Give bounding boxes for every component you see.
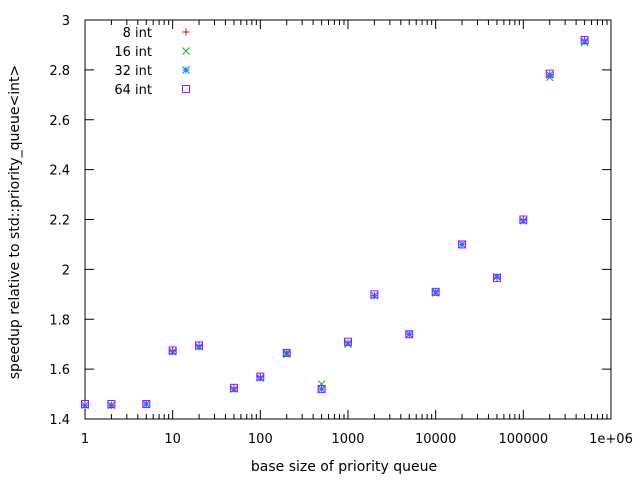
y-tick-label: 2.4: [49, 164, 70, 179]
plot-frame: [84, 19, 612, 420]
data-point: [405, 330, 414, 339]
x-axis-title: base size of priority queue: [251, 459, 437, 475]
data-point: [256, 372, 265, 381]
x-tick-label: 10000: [415, 432, 456, 447]
legend-label: 32 int: [114, 64, 152, 79]
data-point: [458, 240, 467, 249]
data-point: [142, 400, 151, 408]
data-point: [317, 385, 326, 393]
legend: 8 int 16 int 32 int 64 int: [114, 26, 190, 98]
x-tick-label: 1: [81, 432, 89, 447]
y-tick-label: 2.6: [49, 114, 70, 129]
x-tick-label: 1e+06: [589, 432, 633, 447]
y-tick-label: 2.2: [49, 214, 70, 229]
data-point: [545, 69, 554, 78]
series-64-int: [81, 35, 589, 409]
data-point: [580, 35, 589, 44]
series-32-int: [81, 37, 589, 410]
legend-marker: [182, 66, 190, 74]
y-tick-labels: 1.4 1.6 1.8 2 2.2 2.4 2.6 2.8 3: [49, 14, 70, 428]
data-point: [431, 287, 440, 296]
y-tick-label: 1.6: [49, 363, 70, 378]
y-tick-label: 2.8: [49, 64, 70, 79]
legend-marker: [182, 47, 190, 55]
data-point: [317, 385, 326, 394]
data-point: [81, 400, 89, 409]
y-tick-label: 1.8: [49, 313, 70, 328]
legend-marker: [182, 85, 190, 93]
data-point: [195, 341, 204, 350]
data-points: [81, 35, 589, 410]
legend-marker: [182, 28, 190, 36]
x-tick-label: 10: [164, 432, 181, 447]
data-point: [519, 215, 528, 224]
data-point: [370, 290, 379, 299]
data-point: [492, 274, 501, 283]
x-tick-label: 100000: [499, 432, 549, 447]
data-point: [142, 400, 151, 409]
x-tick-label: 1000: [331, 432, 364, 447]
data-point: [282, 348, 291, 357]
axis-ticks: [84, 19, 612, 420]
legend-label: 8 int: [123, 26, 152, 41]
y-tick-label: 1.4: [49, 413, 70, 428]
legend-label: 64 int: [114, 83, 152, 98]
data-point: [431, 287, 440, 296]
y-tick-label: 2: [62, 263, 70, 278]
data-point: [405, 330, 414, 339]
data-point: [282, 349, 291, 357]
data-point: [168, 346, 177, 355]
data-point: [107, 400, 116, 409]
series-16-int: [81, 38, 589, 410]
series-8-int: [81, 36, 589, 409]
y-axis-title: speedup relative to std::priority_queue<…: [7, 65, 23, 379]
y-tick-label: 3: [62, 14, 70, 29]
data-point: [458, 240, 466, 249]
data-point: [229, 383, 238, 392]
x-tick-label: 100: [248, 432, 273, 447]
x-tick-labels: 1 10 100 1000 10000 100000 1e+06: [81, 432, 633, 447]
data-point: [344, 337, 352, 346]
legend-label: 16 int: [114, 45, 152, 60]
